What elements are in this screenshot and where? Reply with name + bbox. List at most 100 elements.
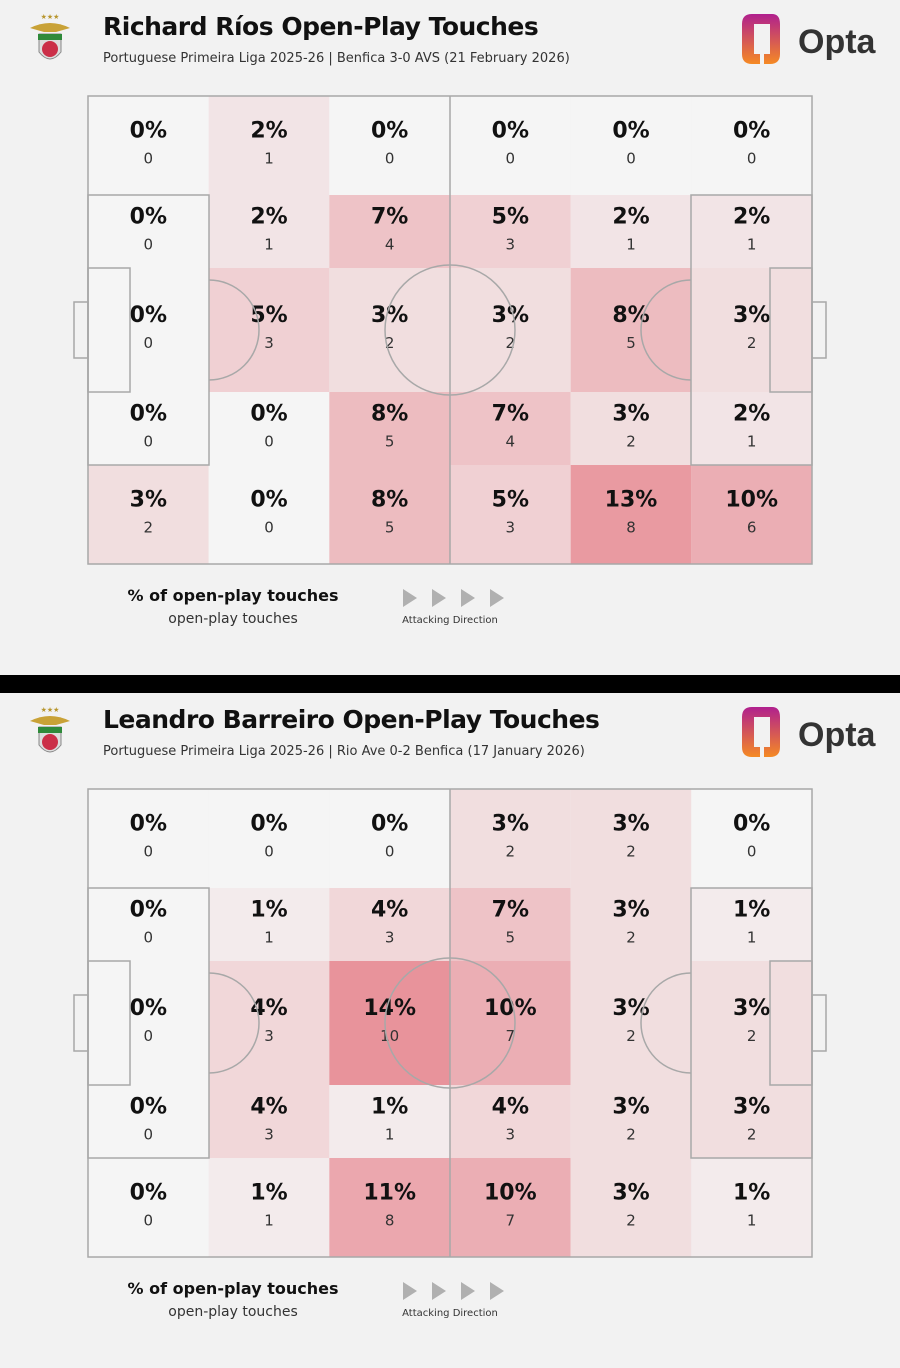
cell-percent-label: 3% — [130, 488, 167, 513]
cell-count-label: 0 — [144, 150, 154, 168]
heatmap-cell — [691, 789, 812, 888]
heatmap-cell — [450, 1158, 571, 1257]
cell-count-label: 5 — [506, 929, 516, 947]
cell-percent-label: 3% — [612, 1095, 649, 1120]
cell-percent-label: 2% — [250, 205, 287, 230]
heatmap-cell — [208, 465, 330, 564]
heatmap-cell — [329, 195, 450, 268]
heatmap-cell — [329, 96, 450, 195]
heatmap-cell — [691, 1158, 812, 1257]
cell-percent-label: 7% — [371, 205, 408, 230]
cell-count-label: 7 — [506, 1212, 516, 1230]
cell-percent-label: 3% — [612, 1181, 649, 1206]
cell-percent-label: 8% — [371, 488, 408, 513]
chart-title: Richard Ríos Open-Play Touches — [103, 12, 539, 41]
legend-secondary: open-play touches — [168, 1304, 298, 1320]
cell-count-label: 1 — [747, 1212, 757, 1230]
cell-count-label: 0 — [144, 1212, 154, 1230]
cell-percent-label: 7% — [492, 402, 529, 427]
heatmap-cell — [570, 268, 692, 392]
cell-percent-label: 13% — [605, 488, 658, 513]
cell-count-label: 10 — [380, 1027, 399, 1045]
heatmap-cell — [450, 195, 571, 268]
attacking-direction-arrows-icon — [403, 589, 504, 607]
heatmap-cell — [570, 888, 692, 961]
heatmap-cell — [88, 268, 209, 392]
cell-count-label: 0 — [144, 1126, 154, 1144]
benfica-crest-icon: ★★★ — [30, 13, 70, 60]
cell-percent-label: 4% — [250, 1095, 287, 1120]
heatmap-cell — [208, 392, 330, 465]
cell-percent-label: 7% — [492, 898, 529, 923]
cell-count-label: 0 — [264, 843, 274, 861]
heatmap-cell — [208, 888, 330, 961]
cell-count-label: 2 — [506, 334, 516, 352]
cell-count-label: 0 — [747, 150, 757, 168]
heatmap-cell — [691, 961, 812, 1085]
cell-count-label: 0 — [626, 150, 636, 168]
heatmap-cell — [88, 888, 209, 961]
cell-count-label: 2 — [747, 1126, 757, 1144]
heatmap-cell — [570, 392, 692, 465]
cell-percent-label: 2% — [612, 205, 649, 230]
cell-count-label: 0 — [506, 150, 516, 168]
cell-percent-label: 8% — [371, 402, 408, 427]
cell-percent-label: 1% — [371, 1095, 408, 1120]
cell-percent-label: 2% — [733, 205, 770, 230]
cell-percent-label: 0% — [130, 1095, 167, 1120]
heatmap-cell — [88, 1158, 209, 1257]
cell-percent-label: 5% — [492, 205, 529, 230]
cell-count-label: 0 — [264, 519, 274, 537]
cell-count-label: 8 — [626, 519, 636, 537]
cell-percent-label: 3% — [492, 812, 529, 837]
opta-logo: Opta — [742, 14, 877, 64]
cell-percent-label: 3% — [733, 1095, 770, 1120]
cell-count-label: 1 — [264, 150, 274, 168]
cell-count-label: 4 — [506, 433, 516, 451]
cell-count-label: 3 — [506, 1126, 516, 1144]
cell-percent-label: 2% — [250, 119, 287, 144]
heatmap-cell — [691, 392, 812, 465]
legend-secondary: open-play touches — [168, 611, 298, 627]
heatmap-cell — [570, 1158, 692, 1257]
cell-percent-label: 0% — [492, 119, 529, 144]
heatmap-cell — [208, 961, 330, 1085]
attacking-direction-label: Attacking Direction — [402, 615, 498, 626]
cell-count-label: 2 — [385, 334, 395, 352]
heatmap-panel: ★★★ Richard Ríos Open-Play Touches Portu… — [0, 0, 900, 675]
cell-percent-label: 8% — [612, 303, 649, 328]
pitch-heatmap: 0%02%10%00%00%00%00%02%17%45%32%12%10%05… — [73, 95, 827, 565]
heatmap-cell — [450, 789, 571, 888]
heatmap-cell — [450, 96, 571, 195]
cell-count-label: 0 — [144, 843, 154, 861]
cell-percent-label: 0% — [130, 303, 167, 328]
cell-count-label: 2 — [626, 1126, 636, 1144]
chart-subtitle: Portuguese Primeira Liga 2025-26 | Benfi… — [103, 51, 570, 66]
svg-text:Opta: Opta — [798, 716, 877, 754]
svg-text:★★★: ★★★ — [41, 13, 60, 21]
cell-count-label: 6 — [747, 519, 757, 537]
cell-percent-label: 1% — [250, 898, 287, 923]
legend-primary: % of open-play touches — [127, 586, 339, 605]
heatmap-cell — [450, 268, 571, 392]
cell-percent-label: 4% — [492, 1095, 529, 1120]
svg-text:Opta: Opta — [798, 23, 877, 61]
cell-count-label: 7 — [506, 1027, 516, 1045]
cell-count-label: 0 — [264, 433, 274, 451]
heatmap-cell — [208, 1085, 330, 1158]
opta-logo: Opta — [742, 707, 877, 757]
cell-count-label: 0 — [385, 150, 395, 168]
cell-percent-label: 0% — [130, 402, 167, 427]
cell-percent-label: 2% — [733, 402, 770, 427]
cell-percent-label: 1% — [733, 898, 770, 923]
heatmap-cell — [570, 961, 692, 1085]
cell-percent-label: 0% — [250, 402, 287, 427]
cell-percent-label: 1% — [250, 1181, 287, 1206]
cell-percent-label: 3% — [733, 996, 770, 1021]
heatmap-cell — [570, 1085, 692, 1158]
cell-count-label: 4 — [385, 236, 395, 254]
heatmap-cell — [329, 888, 450, 961]
cell-percent-label: 5% — [250, 303, 287, 328]
cell-count-label: 5 — [626, 334, 636, 352]
